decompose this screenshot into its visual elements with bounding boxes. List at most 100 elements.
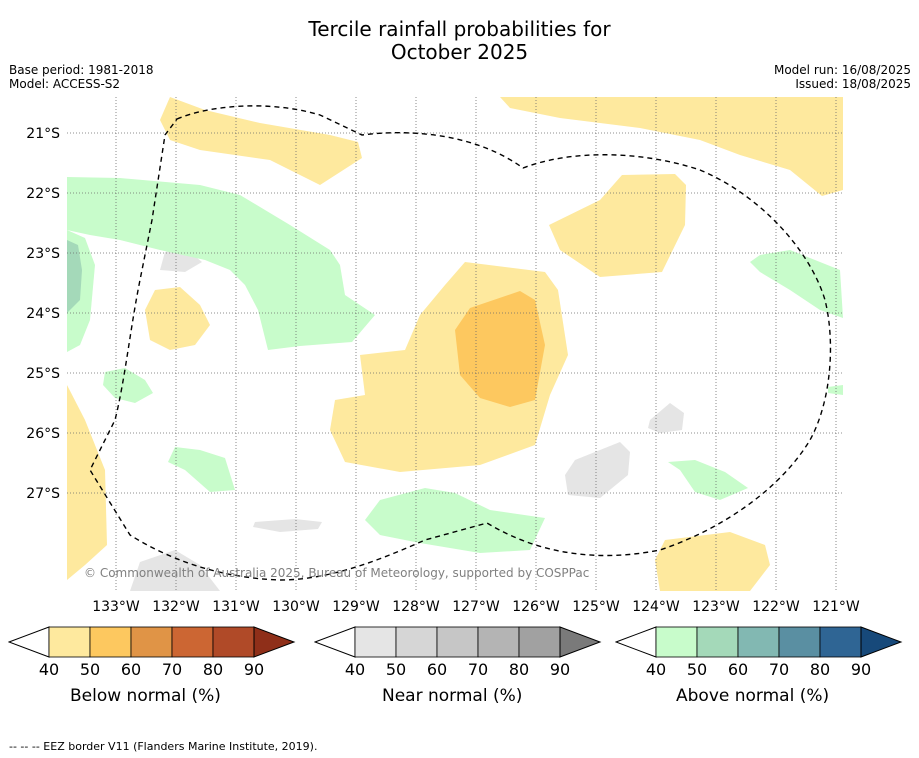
colorbar-below-normal <box>8 626 296 658</box>
longitude-label: 131°W <box>212 599 260 615</box>
colorbar-tick-label: 50 <box>686 660 708 679</box>
latitude-label: 21°S <box>26 126 60 142</box>
colorbar-max-extend <box>860 626 903 658</box>
longitude-label: 129°W <box>332 599 380 615</box>
colorbar-segment <box>819 626 862 658</box>
colorbar-tick-label: 40 <box>38 660 60 679</box>
below-normal-region <box>160 97 362 185</box>
above-normal-label: Above normal (%) <box>676 686 830 706</box>
colorbar-ticks-below: 40 50 60 70 80 90 <box>0 660 919 680</box>
colorbar-tick-label: 40 <box>645 660 667 679</box>
colorbar-segment <box>212 626 255 658</box>
colorbar-tick-label: 50 <box>385 660 407 679</box>
colorbar-min-extend <box>8 626 50 658</box>
colorbar-segment <box>655 626 698 658</box>
above-normal-region <box>828 385 843 395</box>
colorbar-ticks-near: 40 50 60 70 80 90 <box>0 660 919 680</box>
colorbar-min-extend <box>314 626 356 658</box>
above-normal-region <box>67 177 375 350</box>
colorbar-tick-label: 90 <box>243 660 265 679</box>
meta-right: Model run: 16/08/2025 Issued: 18/08/2025 <box>774 63 911 91</box>
colorbar-tick-label: 90 <box>549 660 571 679</box>
colorbar-segment <box>171 626 214 658</box>
colorbar-above-normal <box>615 626 903 658</box>
near-normal-region <box>253 519 322 532</box>
above-normal-region <box>365 488 545 553</box>
colorbar-segment <box>354 626 397 658</box>
colorbar-tick-label: 60 <box>120 660 142 679</box>
near-normal-region <box>130 550 220 591</box>
below-normal-core <box>455 291 545 407</box>
longitude-label: 124°W <box>632 599 680 615</box>
latitude-label: 22°S <box>26 186 60 202</box>
colorbar-tick-label: 60 <box>426 660 448 679</box>
below-normal-region <box>500 97 843 196</box>
colorbar-ticks-above: 40 50 60 70 80 90 <box>0 660 919 680</box>
longitude-label: 132°W <box>152 599 200 615</box>
above-normal-region <box>750 250 843 318</box>
longitude-label: 123°W <box>692 599 740 615</box>
colorbar-near-normal <box>314 626 602 658</box>
eez-border <box>89 105 832 581</box>
colorbar-tick-label: 70 <box>467 660 489 679</box>
colorbar-segment <box>89 626 132 658</box>
below-normal-region <box>67 385 107 580</box>
colorbar-tick-label: 70 <box>161 660 183 679</box>
title-line-1: Tercile rainfall probabilities for <box>308 17 611 41</box>
below-normal-label: Below normal (%) <box>70 686 221 706</box>
latitude-label: 26°S <box>26 426 60 442</box>
model-name: Model: ACCESS-S2 <box>9 77 121 91</box>
colorbar-segment <box>737 626 780 658</box>
colorbar-tick-label: 40 <box>344 660 366 679</box>
colorbar-tick-label: 80 <box>508 660 530 679</box>
latitude-label: 27°S <box>26 486 60 502</box>
latitude-labels: 21°S 22°S 23°S 24°S 25°S 26°S 27°S <box>26 126 60 502</box>
above-normal-core <box>67 240 82 313</box>
colorbar-max-extend <box>559 626 602 658</box>
longitude-label: 122°W <box>752 599 800 615</box>
graticule <box>67 97 843 591</box>
longitude-label: 121°W <box>812 599 860 615</box>
model-run: Model run: 16/08/2025 <box>773 63 911 77</box>
latitude-label: 24°S <box>26 306 60 322</box>
below-normal-region <box>145 287 210 350</box>
colorbar-tick-label: 80 <box>809 660 831 679</box>
colorbar-max-extend <box>253 626 296 658</box>
longitude-label: 130°W <box>272 599 320 615</box>
below-normal-region <box>655 532 770 591</box>
colorbar-segment <box>395 626 438 658</box>
colorbar-segment <box>696 626 739 658</box>
colorbar-tick-label: 70 <box>768 660 790 679</box>
colorbar-segment <box>130 626 173 658</box>
probability-fields <box>67 97 843 591</box>
colorbar-segment <box>477 626 520 658</box>
eez-footnote: -- -- -- EEZ border V11 (Flanders Marine… <box>9 740 318 753</box>
near-normal-region <box>648 403 684 433</box>
colorbar-segment <box>436 626 479 658</box>
above-normal-region <box>103 368 153 403</box>
colorbar-tick-label: 50 <box>79 660 101 679</box>
base-period: Base period: 1981-2018 <box>9 63 154 77</box>
below-normal-region <box>549 174 686 277</box>
map-title: Tercile rainfall probabilities for Octob… <box>0 18 919 64</box>
colorbar-tick-label: 80 <box>202 660 224 679</box>
near-normal-region <box>565 442 630 498</box>
title-line-2: October 2025 <box>390 40 529 64</box>
above-normal-region <box>668 460 748 500</box>
latitude-label: 23°S <box>26 246 60 262</box>
colorbar-segment <box>518 626 561 658</box>
copyright-note: © Commonwealth of Australia 2025, Bureau… <box>84 566 589 580</box>
meta-left: Base period: 1981-2018 Model: ACCESS-S2 <box>9 63 154 91</box>
colorbar-segment <box>48 626 91 658</box>
colorbar-tick-label: 90 <box>850 660 872 679</box>
colorbar-tick-label: 60 <box>727 660 749 679</box>
above-normal-region <box>168 447 235 492</box>
longitude-label: 133°W <box>92 599 140 615</box>
near-normal-label: Near normal (%) <box>382 686 523 706</box>
colorbar-segment <box>778 626 821 658</box>
colorbar-min-extend <box>615 626 657 658</box>
longitude-labels: 133°W 132°W 131°W 130°W 129°W 128°W 127°W 126°W… <box>92 599 860 615</box>
longitude-label: 125°W <box>572 599 620 615</box>
issued-date: Issued: 18/08/2025 <box>795 77 911 91</box>
